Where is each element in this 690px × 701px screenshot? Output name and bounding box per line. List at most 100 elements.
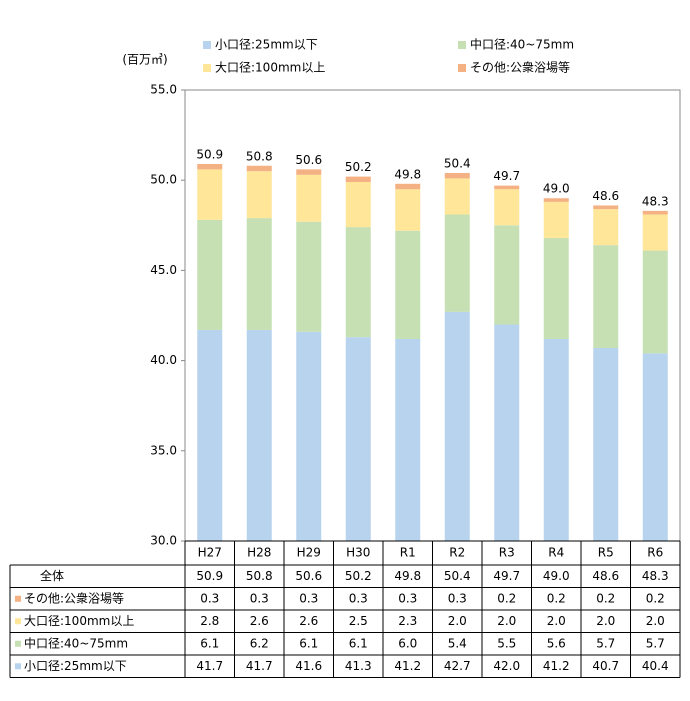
bar-segment [494,189,520,226]
table-cell: 0.3 [349,591,368,605]
table-cell: 2.0 [596,614,615,628]
total-label: 50.6 [295,153,322,167]
bar-segment [296,174,322,222]
table-cell: 50.6 [295,569,322,583]
bar-segment [593,205,619,210]
table-cell: 40.4 [642,659,669,673]
bar-segment [444,172,470,179]
table-cell: 48.6 [592,569,619,583]
bar-segment [543,237,569,339]
legend-label: 小口径:25mm以下 [215,38,318,52]
table-cell: 0.3 [200,591,219,605]
table-cell: 50.8 [246,569,273,583]
bar-segment [444,214,470,312]
table-cell: 5.5 [497,636,516,650]
x-tick-label: H29 [297,546,321,560]
bar-segment [197,329,223,541]
table-cell: 41.6 [295,659,322,673]
y-tick-label: 55.0 [150,83,177,97]
bar-segment [395,230,421,339]
legend-swatch [458,64,466,72]
total-label: 50.9 [196,147,223,161]
bar-segment [296,221,322,332]
table-cell: 5.7 [596,636,615,650]
table-cell: 50.2 [345,569,372,583]
table-key [15,618,21,625]
bar-segment [543,338,569,541]
x-tick-label: R1 [400,546,416,560]
bar-segment [197,169,223,220]
table-cell: 41.2 [394,659,421,673]
table-cell: 2.6 [250,614,269,628]
x-tick-label: H28 [247,546,271,560]
table-cell: 42.0 [493,659,520,673]
table-cell: 41.2 [543,659,570,673]
table-cell: 6.2 [250,636,269,650]
legend-label: 大口径:100mm以上 [215,61,325,75]
bar-segment [197,219,223,330]
bar-segment [642,353,668,541]
table-cell: 2.8 [200,614,219,628]
bar-segment [593,347,619,541]
table-key [15,663,21,670]
table-cell: 41.7 [246,659,273,673]
total-label: 49.0 [543,182,570,196]
table-cell: 5.6 [547,636,566,650]
bar-segment [296,331,322,541]
y-tick-label: 40.0 [150,353,177,367]
legend-swatch [203,64,211,72]
bar-segment [642,210,668,215]
row-header: 中口径:40~75mm [24,635,128,650]
bar-segment [246,329,272,541]
bar-segment [494,324,520,541]
table-cell: 40.7 [592,659,619,673]
table-cell: 2.6 [299,614,318,628]
bar-segment [246,171,272,219]
table-key [15,595,21,602]
bar-segment [197,163,223,170]
table-cell: 50.4 [444,569,471,583]
x-tick-label: R4 [548,546,564,560]
table-cell: 0.2 [497,591,516,605]
table-cell: 2.0 [547,614,566,628]
row-header: 大口径:100mm以上 [24,614,134,628]
x-tick-label: H27 [198,546,222,560]
table-cell: 0.2 [596,591,615,605]
table-cell: 0.3 [299,591,318,605]
table-cell: 6.0 [398,636,417,650]
bar-segment [395,189,421,231]
table-cell: 0.2 [547,591,566,605]
table-cell: 2.0 [448,614,467,628]
total-label: 50.8 [246,149,273,163]
table-cell: 2.0 [497,614,516,628]
bar-segment [296,169,322,175]
y-tick-label: 30.0 [150,534,177,548]
table-cell: 6.1 [349,636,368,650]
table-cell: 5.4 [448,636,467,650]
total-label: 50.4 [444,156,471,170]
bar-segment [494,185,520,190]
table-cell: 49.0 [543,569,570,583]
bar-segment [345,176,371,183]
legend-label: その他:公衆浴場等 [470,61,570,75]
bar-segment [444,178,470,215]
y-tick-label: 50.0 [150,173,177,187]
y-tick-label: 45.0 [150,263,177,277]
table-key [15,640,21,647]
total-label: 50.2 [345,160,372,174]
table-cell: 0.3 [448,591,467,605]
x-tick-label: R6 [647,546,663,560]
table-cell: 0.2 [646,591,665,605]
table-cell: 42.7 [444,659,471,673]
legend-label: 中口径:40~75mm [470,37,574,52]
table-cell: 49.7 [493,569,520,583]
legend-swatch [203,41,211,49]
table-cell: 6.1 [299,636,318,650]
bar-segment [444,311,470,541]
table-cell: 0.3 [250,591,269,605]
bar-segment [395,183,421,190]
bar-segment [642,214,668,251]
legend-swatch [458,41,466,49]
table-cell: 0.3 [398,591,417,605]
